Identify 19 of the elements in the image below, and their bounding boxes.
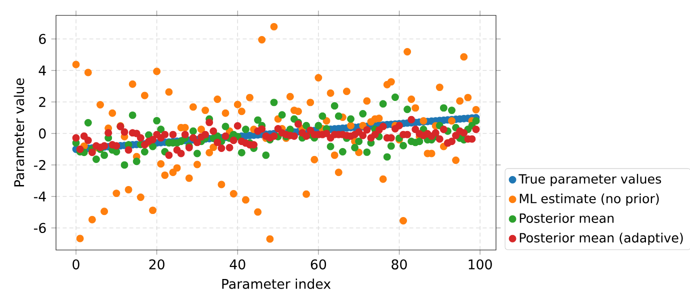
x-tick-label: 100 — [468, 259, 492, 270]
y-tick-label: 2 — [39, 96, 46, 107]
x-tick-label: 40 — [230, 259, 246, 270]
legend-label: True parameter values — [518, 174, 662, 186]
legend-label: Posterior mean (adaptive) — [520, 232, 683, 246]
legend-label: ML estimate (no prior) — [520, 194, 659, 206]
y-tick-label: -2 — [34, 160, 46, 170]
y-axis-title: Parameter value — [14, 78, 24, 186]
x-tick-label: 20 — [149, 259, 164, 270]
x-tick-label: 60 — [310, 259, 326, 270]
y-tick-label: 4 — [38, 66, 46, 76]
x-tick-label: 0 — [72, 259, 80, 270]
y-tick-label: 0 — [39, 128, 46, 138]
legend-label: Posterior mean — [520, 213, 614, 223]
x-tick-label: 80 — [392, 259, 407, 270]
y-tick-label: -4 — [34, 192, 46, 202]
x-axis-title: Parameter index — [222, 278, 331, 289]
y-tick-label: 6 — [39, 34, 46, 44]
y-tick-label: -6 — [34, 222, 46, 233]
